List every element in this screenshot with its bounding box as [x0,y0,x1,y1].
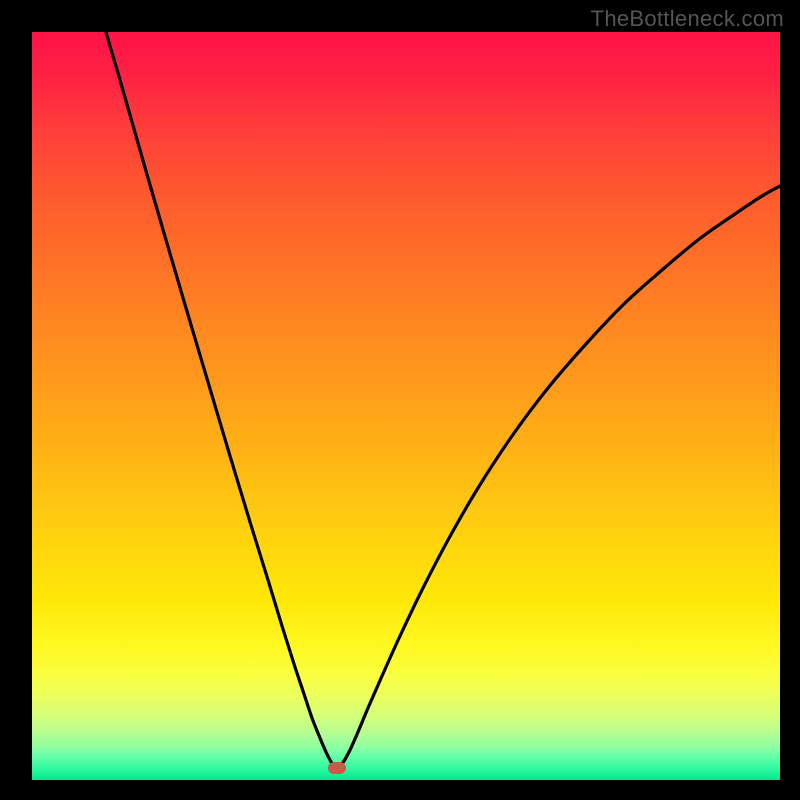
bottleneck-curve [32,32,780,780]
optimum-marker [328,762,346,774]
watermark-label: TheBottleneck.com [591,6,784,32]
plot-area [32,32,780,780]
